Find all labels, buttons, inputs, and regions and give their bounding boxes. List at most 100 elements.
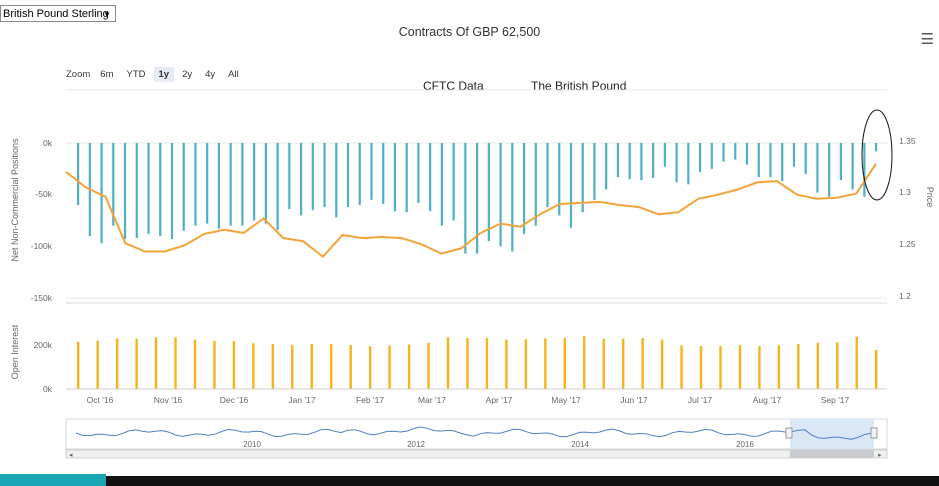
position-bar: [593, 143, 596, 200]
position-bar: [100, 143, 103, 244]
position-bar: [276, 143, 279, 230]
price-line: [65, 163, 877, 259]
left-tick-label: -150k: [31, 293, 53, 303]
open-interest-bar: [758, 346, 761, 389]
position-bar: [581, 143, 584, 213]
zoom-4y-button[interactable]: 4y: [205, 69, 216, 80]
position-bar: [652, 143, 655, 179]
open-interest-bar: [602, 338, 605, 389]
position-bar: [206, 143, 209, 224]
currency-select[interactable]: British Pound Sterling ▼: [0, 5, 116, 22]
open-interest-bar: [193, 339, 197, 389]
open-interest-bar: [466, 337, 469, 389]
open-interest-bar: [427, 342, 430, 389]
position-bar: [170, 143, 174, 240]
position-bar: [241, 143, 244, 226]
open-interest-bar: [330, 343, 333, 389]
position-bar: [299, 143, 303, 216]
position-bar: [698, 143, 702, 172]
scroll-left-icon: ◂: [69, 452, 73, 459]
chevron-down-icon: ▼: [103, 10, 111, 19]
open-interest-bar: [213, 341, 216, 389]
open-interest-bar: [524, 339, 528, 389]
position-bar: [440, 143, 443, 226]
position-bar: [217, 143, 221, 229]
scroll-right-icon: ▸: [878, 452, 882, 459]
right-tick-label: 1.25: [899, 239, 916, 249]
zoom-ytd-button[interactable]: YTD: [126, 69, 146, 80]
x-axis-label: Apr '17: [486, 395, 513, 405]
open-interest-axis-title: Open Interest: [10, 324, 20, 379]
navigator-handle-left: [785, 427, 793, 439]
open-interest-bar: [855, 336, 858, 389]
right-tick-label: 1.35: [899, 136, 916, 146]
x-axis-label: Jul '17: [688, 395, 713, 405]
open-interest-bar: [485, 337, 489, 389]
menu-button[interactable]: ☰: [921, 30, 934, 48]
position-bar: [382, 143, 385, 204]
right-tick-label: 1.3: [899, 187, 911, 197]
zoom-1y-button[interactable]: 1y: [153, 67, 175, 82]
currency-select-value: British Pound Sterling: [3, 8, 109, 20]
position-bar: [288, 143, 291, 210]
open-interest-bar: [797, 343, 800, 389]
x-axis-label: Mar '17: [418, 395, 446, 405]
navigator-series: [75, 426, 872, 440]
open-interest-bar: [96, 340, 99, 389]
position-bar: [253, 143, 256, 221]
position-bar: [687, 143, 690, 185]
open-interest-bar: [816, 342, 820, 389]
zoom-6m-button[interactable]: 6m: [100, 69, 114, 80]
position-bar: [194, 143, 197, 226]
highlight-ellipse: [861, 109, 893, 201]
position-bar: [112, 143, 115, 226]
position-bar: [311, 143, 314, 211]
position-bar: [464, 143, 467, 254]
zoom-all-button[interactable]: All: [228, 69, 239, 80]
open-interest-bar: [583, 336, 586, 389]
open-interest-bar: [271, 343, 275, 389]
open-interest-bar: [544, 338, 547, 389]
position-bar: [781, 143, 784, 182]
position-bar: [335, 143, 338, 218]
zoom-label: Zoom: [66, 69, 91, 80]
position-bar: [159, 143, 162, 236]
open-interest-bar: [232, 341, 236, 389]
position-bar: [769, 143, 772, 178]
position-bar: [569, 143, 573, 228]
position-bar: [792, 143, 796, 167]
x-axis-label: May '17: [551, 395, 581, 405]
position-bar: [182, 143, 185, 231]
position-bar: [804, 143, 807, 174]
open-interest-bar: [660, 339, 664, 389]
zoom-2y-button[interactable]: 2y: [182, 69, 193, 80]
open-interest-bar: [349, 345, 352, 389]
position-bar: [229, 143, 232, 226]
open-interest-bar: [777, 345, 781, 389]
scrollbar-track: [65, 449, 888, 459]
navigator-handle-right: [870, 427, 878, 439]
chart-title: Contracts Of GBP 62,500: [398, 25, 541, 39]
open-interest-tick-label: 200k: [34, 340, 53, 350]
position-bar: [534, 143, 537, 226]
x-axis-label: Jan '17: [288, 395, 315, 405]
position-bar: [816, 143, 819, 193]
right-axis-title: Price: [925, 187, 935, 208]
open-interest-bar: [505, 339, 508, 389]
open-interest-bar: [135, 338, 138, 389]
open-interest-bar: [699, 346, 703, 389]
open-interest-bar: [446, 337, 450, 389]
open-interest-bar: [680, 345, 683, 389]
position-bar: [476, 143, 479, 254]
navigator-year-label: 2010: [243, 440, 261, 449]
position-bar: [123, 143, 127, 240]
open-interest-bar: [154, 337, 158, 389]
position-bar: [77, 143, 80, 205]
x-axis-label: Sep '17: [821, 395, 850, 405]
position-bar: [135, 143, 138, 239]
position-bar: [499, 143, 502, 247]
open-interest-bar: [875, 349, 878, 389]
position-bar: [839, 143, 842, 181]
position-bar: [546, 143, 549, 208]
